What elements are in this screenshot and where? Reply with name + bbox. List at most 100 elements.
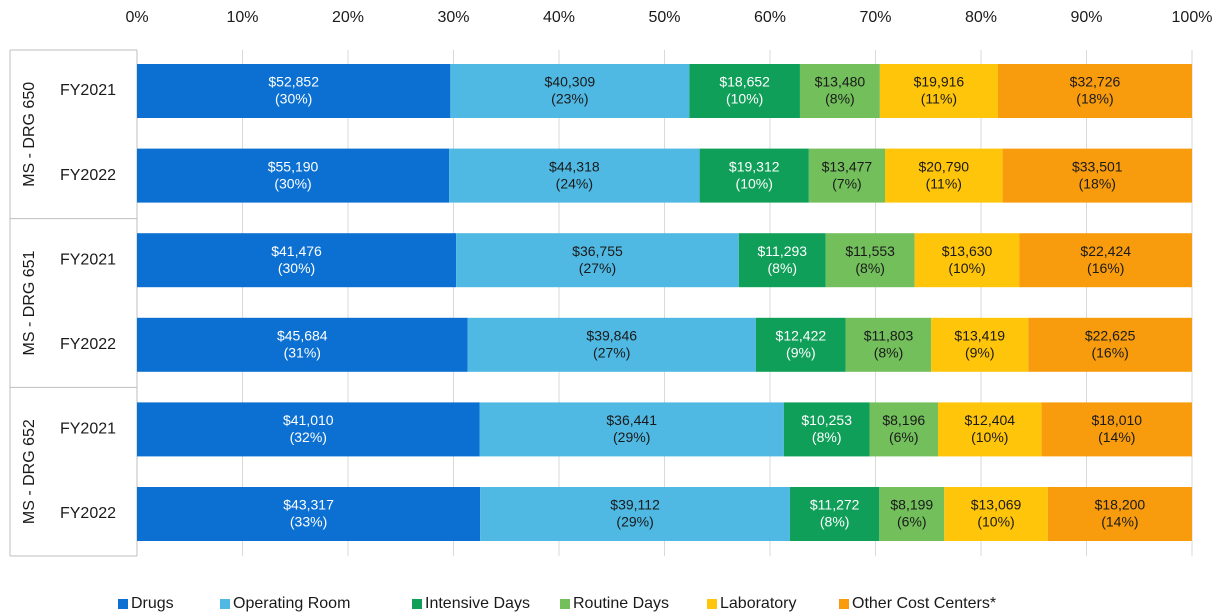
data-label: $13,480 [815, 74, 866, 90]
bar-segment [1019, 233, 1192, 288]
x-tick-label: 10% [226, 9, 258, 26]
bar-segment [1047, 487, 1192, 541]
y-tick-label: FY2022 [60, 336, 116, 353]
data-label: (8%) [820, 514, 850, 530]
bar-segment [456, 233, 739, 288]
bar-segment [937, 402, 1042, 457]
data-label: (14%) [1098, 429, 1135, 445]
data-label: $10,253 [801, 412, 852, 428]
data-label: $11,272 [810, 497, 860, 513]
data-label: (8%) [812, 429, 842, 445]
data-label: $18,010 [1091, 412, 1142, 428]
data-label: $44,318 [549, 158, 600, 174]
data-label: $40,309 [545, 74, 596, 90]
data-label: $19,312 [729, 158, 780, 174]
data-label: $36,441 [606, 412, 657, 428]
data-label: (8%) [855, 260, 885, 276]
data-label: (10%) [736, 175, 773, 191]
data-label: $12,404 [964, 412, 1015, 428]
x-tick-label: 30% [437, 9, 469, 26]
data-label: $13,477 [822, 158, 873, 174]
x-tick-label: 50% [648, 9, 680, 26]
data-label: (11%) [921, 91, 957, 107]
legend-swatch [560, 599, 570, 609]
bar-segment [1002, 148, 1192, 203]
bar-segment [137, 402, 480, 457]
legend-label: Laboratory [720, 595, 797, 612]
data-label: $22,424 [1080, 243, 1131, 259]
data-label: $52,852 [268, 74, 319, 90]
x-tick-label: 0% [125, 9, 148, 26]
data-label: $18,200 [1095, 497, 1146, 513]
data-label: (23%) [551, 91, 588, 107]
data-label: $12,422 [776, 328, 827, 344]
bar-segment [914, 233, 1020, 288]
legend-swatch [412, 599, 422, 609]
bar-segment [480, 487, 791, 541]
legend-swatch [220, 599, 230, 609]
data-label: (18%) [1076, 91, 1113, 107]
data-label: (33%) [290, 514, 327, 530]
data-label: (7%) [832, 175, 862, 191]
legend-label: Other Cost Centers* [852, 595, 996, 612]
data-label: $43,317 [283, 497, 334, 513]
data-label: (6%) [889, 429, 919, 445]
y-tick-label: FY2021 [60, 251, 116, 268]
data-label: (30%) [275, 91, 312, 107]
data-label: $11,293 [758, 243, 808, 259]
bar-segment [944, 487, 1048, 541]
bar-segment [879, 487, 945, 541]
bar-segment [845, 317, 932, 372]
legend-label: Operating Room [233, 595, 350, 612]
data-label: $45,684 [277, 328, 328, 344]
bar-segment [931, 317, 1029, 372]
legend-label: Intensive Days [425, 595, 530, 612]
group-label: MS - DRG 651 [21, 250, 38, 355]
legend-swatch [118, 599, 128, 609]
bar-segment [137, 148, 450, 203]
x-tick-label: 80% [965, 9, 997, 26]
data-label: $11,803 [864, 328, 914, 344]
bar-segment [825, 233, 915, 288]
data-label: $41,010 [283, 412, 334, 428]
bar-segment [790, 487, 880, 541]
data-label: $39,112 [610, 497, 660, 513]
data-label: $11,553 [845, 243, 895, 259]
data-label: $13,069 [971, 497, 1022, 513]
data-label: (30%) [278, 260, 315, 276]
data-label: (10%) [948, 260, 985, 276]
data-label: (8%) [874, 345, 904, 361]
x-tick-label: 40% [543, 9, 575, 26]
data-label: $18,652 [719, 74, 770, 90]
bar-segment [755, 317, 846, 372]
data-label: $20,790 [918, 158, 969, 174]
data-label: $22,625 [1085, 328, 1136, 344]
x-tick-label: 70% [859, 9, 891, 26]
group-label: MS - DRG 652 [21, 419, 38, 524]
y-tick-label: FY2022 [60, 167, 116, 184]
bar-segment [1028, 317, 1192, 372]
data-label: (11%) [926, 175, 962, 191]
data-label: $13,419 [954, 328, 1005, 344]
data-label: (8%) [825, 91, 855, 107]
data-label: (10%) [971, 429, 1008, 445]
bar-segment [449, 148, 700, 203]
legend-label: Drugs [131, 595, 174, 612]
bar-segment [689, 64, 800, 118]
data-label: $8,196 [882, 412, 925, 428]
bar-segment [738, 233, 826, 288]
bar-segment [799, 64, 880, 118]
data-label: (9%) [965, 345, 995, 361]
legend-swatch [707, 599, 717, 609]
y-tick-label: FY2022 [60, 505, 116, 522]
data-label: (16%) [1087, 260, 1124, 276]
bar-segment [467, 317, 756, 372]
bar-segment [137, 487, 481, 541]
data-label: (6%) [897, 514, 927, 530]
data-label: $55,190 [268, 158, 319, 174]
data-label: (10%) [726, 91, 763, 107]
data-label: (29%) [616, 514, 653, 530]
x-tick-label: 100% [1172, 9, 1213, 26]
data-label: $19,916 [914, 74, 965, 90]
